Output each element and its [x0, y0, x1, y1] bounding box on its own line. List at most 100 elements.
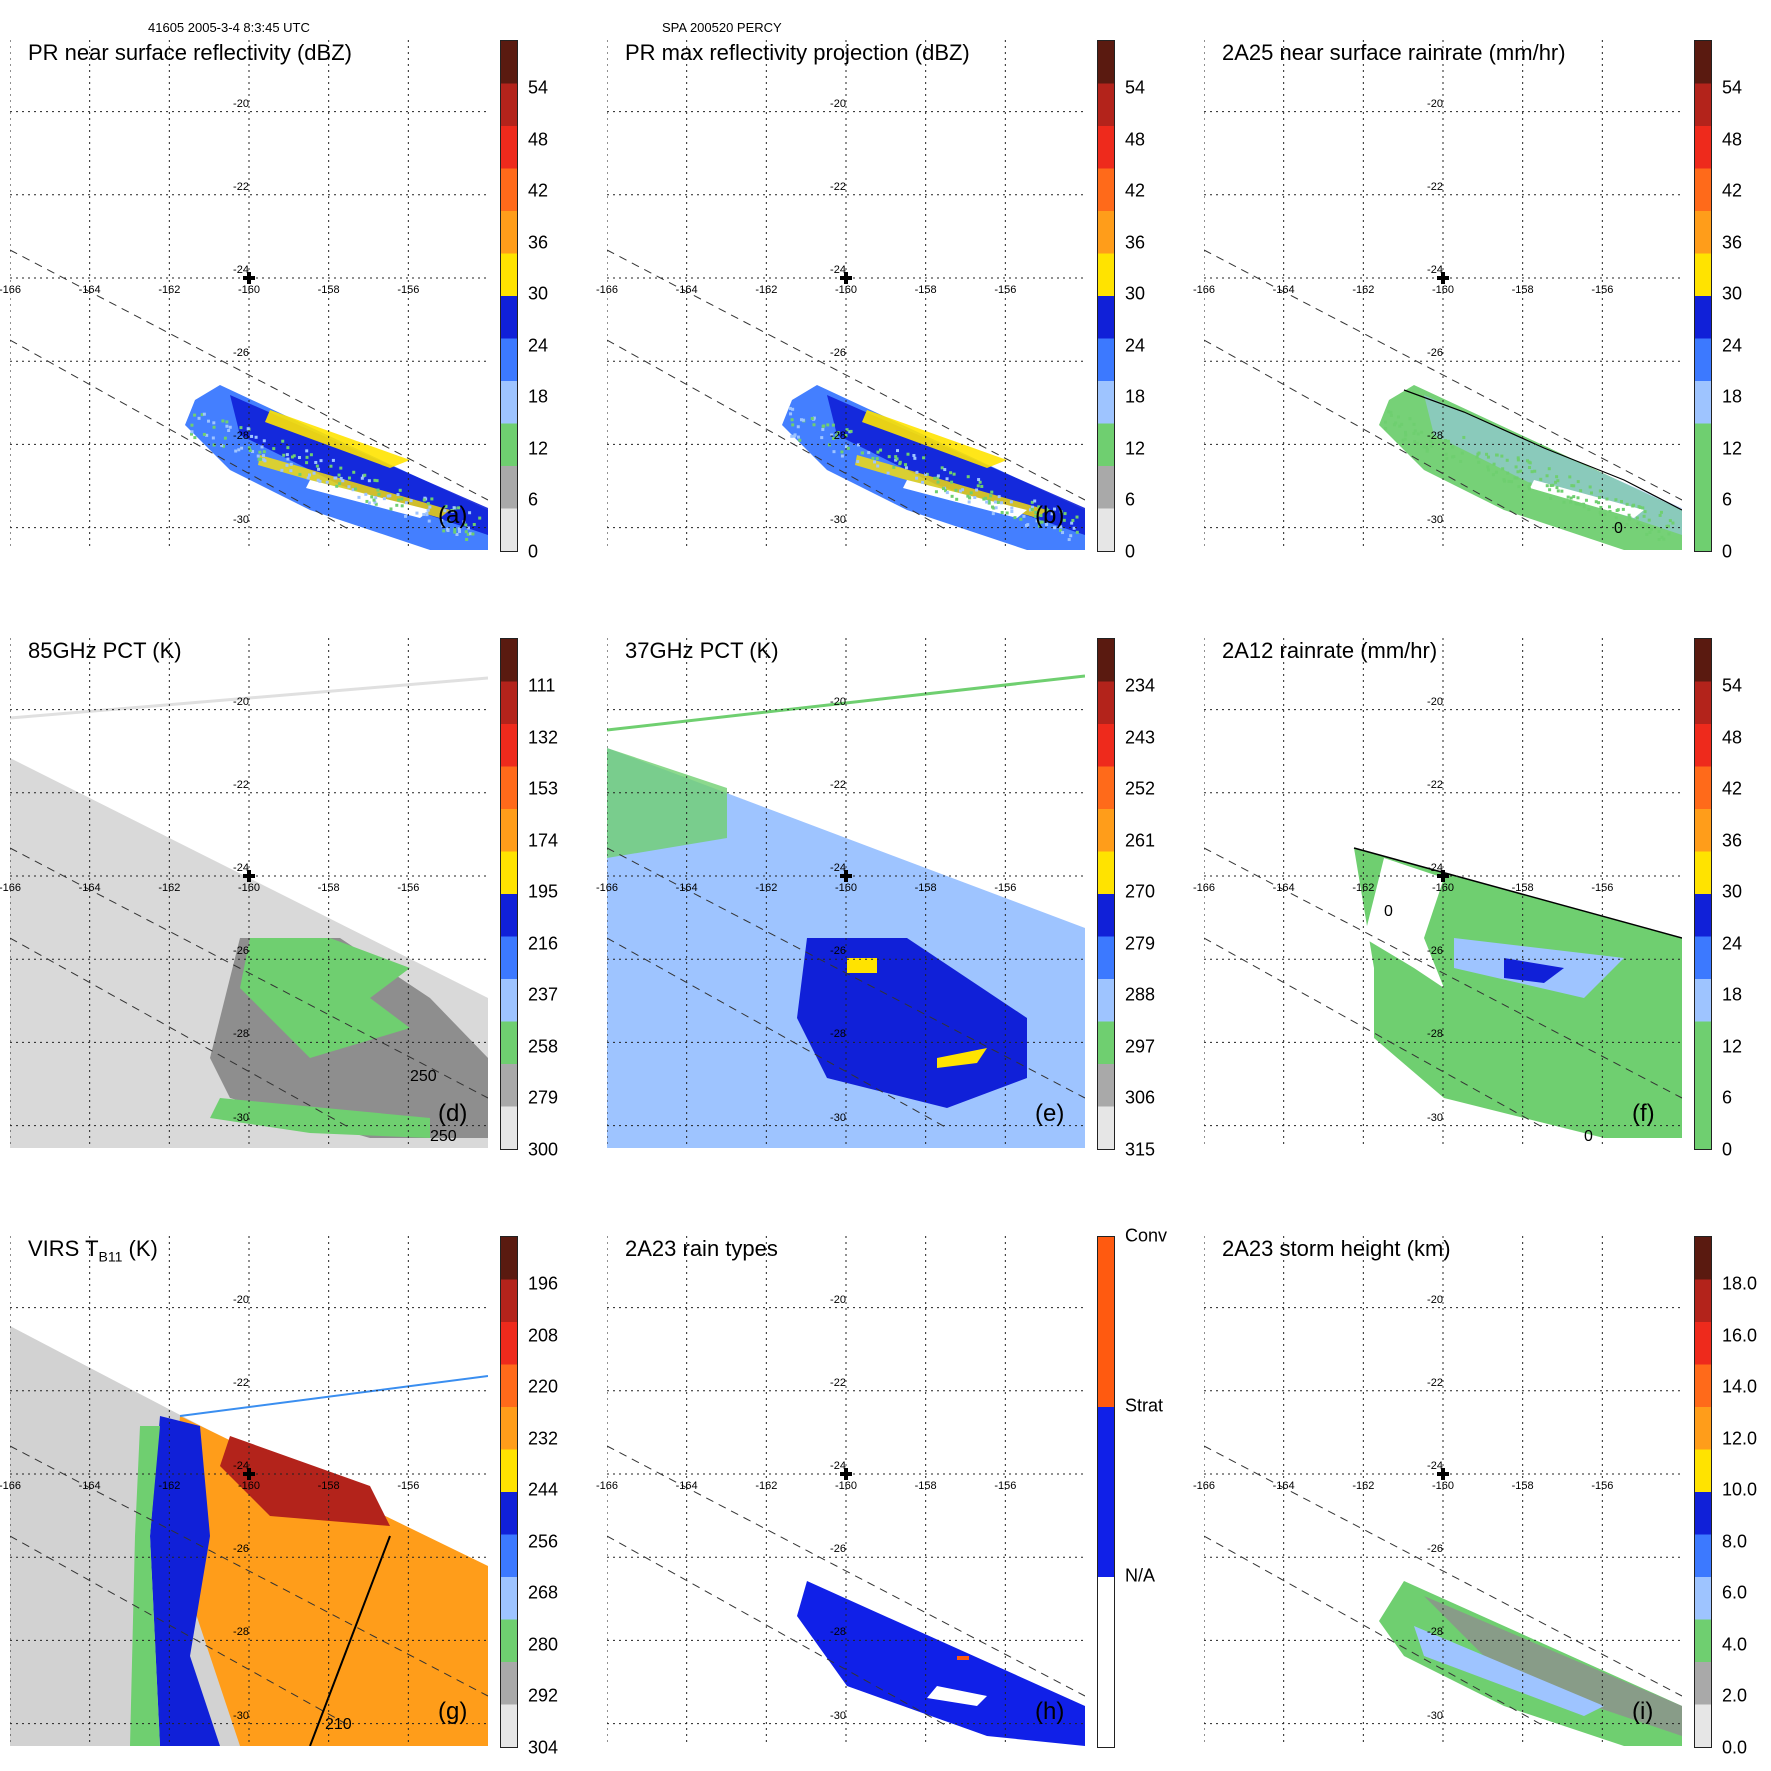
swath-pixel [1486, 455, 1490, 459]
swath-pixel [922, 456, 926, 460]
lon-tick-label: -158 [914, 1480, 937, 1492]
swath-pixel [1045, 522, 1049, 526]
swath-pixel [1510, 480, 1514, 484]
swath-pixel [984, 496, 988, 500]
swath-pixel [272, 447, 276, 451]
swath-pixel [262, 450, 266, 454]
lon-tick-label: -160 [834, 284, 858, 296]
swath-pixel [205, 433, 209, 437]
lat-tick-label: -20 [233, 1293, 249, 1306]
swath-pixel [1576, 496, 1580, 500]
swath-pixel [318, 479, 322, 483]
swath-pixel [357, 495, 361, 499]
swath-pixel [398, 488, 402, 492]
swath-pixel [996, 500, 1000, 504]
swath-pixel [396, 493, 400, 497]
panel-title: PR max reflectivity projection (dBZ) [625, 40, 970, 66]
rain-core [847, 958, 877, 973]
swath-pixel [251, 450, 255, 454]
lon-tick-label: -156 [1591, 882, 1614, 894]
lat-tick-label: -26 [233, 945, 249, 958]
swath-pixel [1062, 518, 1066, 522]
swath-pixel [471, 532, 475, 536]
swath-pixel [367, 479, 371, 483]
swath-pixel [1627, 517, 1631, 521]
swath-pixel [1506, 471, 1510, 475]
swath-pixel [1477, 451, 1481, 455]
swath-pixel [263, 459, 267, 463]
swath-pixel [1572, 484, 1576, 488]
swath-pixel [280, 468, 284, 472]
swath-pixel [992, 506, 996, 510]
lat-tick-label: -24 [233, 1460, 249, 1472]
swath-pixel [455, 532, 459, 536]
swath-pixel [940, 466, 944, 470]
lon-tick-label: -156 [397, 1480, 420, 1492]
colorbar-label: 48 [1722, 727, 1743, 748]
swath-pixel [1460, 451, 1464, 455]
swath-pixel [422, 512, 426, 516]
lat-tick-label: -28 [830, 1028, 846, 1041]
lon-tick-label: -156 [397, 284, 420, 296]
swath-pixel [791, 423, 795, 427]
swath-pixel [991, 512, 995, 516]
colorbar-label: 0.0 [1722, 1737, 1748, 1758]
swath-pixel [1059, 528, 1063, 532]
swath-pixel [289, 462, 293, 466]
swath-pixel [1566, 495, 1570, 499]
swath-pixel [831, 436, 835, 440]
swath-pixel [1444, 452, 1448, 456]
swath-pixel [315, 464, 319, 468]
storm-center-icon [1437, 1468, 1449, 1480]
contour-label: 210 [325, 1716, 352, 1733]
swath-pixel [1659, 510, 1663, 514]
swath-pixel [1584, 498, 1588, 502]
swath-pixel [212, 421, 216, 425]
colorbar-label: 14.0 [1722, 1376, 1758, 1397]
lat-tick-label: -20 [830, 695, 846, 708]
swath-pixel [1069, 534, 1073, 538]
swath-pixel [821, 428, 825, 432]
swath-pixel [212, 425, 216, 429]
swath-pixel [967, 500, 971, 504]
rain-gap [306, 480, 430, 518]
swath-pixel [789, 412, 793, 416]
swath-pixel [337, 473, 341, 477]
colorbar-label: 6 [1722, 1087, 1733, 1108]
lat-tick-label: -28 [1427, 1028, 1443, 1041]
swath-pixel [1582, 502, 1586, 506]
lat-tick-label: -22 [830, 778, 846, 791]
colorbar-label: 292 [528, 1685, 559, 1706]
map-svg [607, 1236, 1085, 1746]
swath-pixel [247, 446, 251, 450]
vir-track [607, 674, 1085, 732]
swath-pixel [450, 508, 454, 512]
colorbar-label: 42 [1722, 778, 1743, 799]
lon-tick-label: -164 [675, 284, 698, 296]
lat-tick-label: -30 [233, 513, 249, 526]
swath-pixel [1403, 437, 1407, 441]
swath-edge [10, 1535, 351, 1727]
colorbar-label: 288 [1125, 984, 1156, 1005]
swath-pixel [944, 489, 948, 493]
swath-pixel [1412, 422, 1416, 426]
swath-pixel [329, 464, 333, 468]
swath-pixel [975, 488, 979, 492]
map-area [607, 40, 1085, 550]
map-svg [607, 40, 1085, 550]
swath-pixel [285, 463, 289, 467]
swath-pixel [1533, 469, 1537, 473]
swath-pixel [306, 476, 310, 480]
swath-edge [607, 249, 1085, 501]
swath-pixel [221, 444, 225, 448]
swath-pixel [478, 516, 482, 520]
colorbar [1097, 40, 1115, 552]
swath-pixel [1587, 508, 1591, 512]
swath-pixel [840, 450, 844, 454]
swath-pixel [1477, 460, 1481, 464]
panel-1: -166 -164 -162 -160 -158 -156 -20 -22 -24 -26 -28 -… [0, 0, 590, 562]
swath-pixel [1632, 503, 1636, 507]
lat-tick-label: -30 [1427, 1709, 1443, 1722]
colorbar-label: 48 [1125, 129, 1146, 150]
swath-pixel [1013, 516, 1017, 520]
